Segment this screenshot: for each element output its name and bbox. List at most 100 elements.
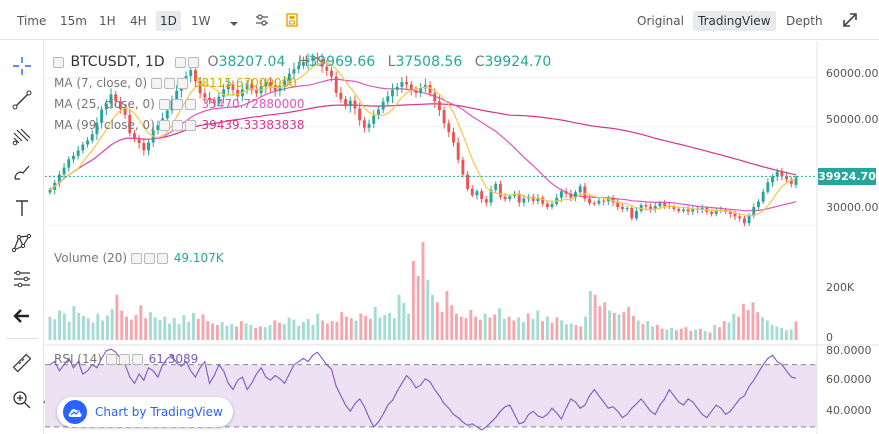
candle-body [635,210,638,219]
candle-body [57,174,61,183]
collapse-legend-icon[interactable] [53,56,64,68]
candle-body [367,123,371,128]
trend-line-icon[interactable] [6,86,38,114]
symbol-eye-icon[interactable] [175,56,187,68]
volume-eye-icon[interactable] [130,253,142,264]
candle [254,85,258,98]
candle [466,171,470,192]
back-arrow-icon[interactable] [6,302,38,330]
candle [494,181,498,194]
pane-separators [45,41,879,434]
candle [597,197,601,206]
pattern-tool-icon[interactable] [6,229,38,257]
timeframe-dropdown-icon[interactable] [229,14,239,33]
timeframe-1d[interactable]: 1D [156,11,181,31]
candle [714,207,718,217]
candle-body [611,197,615,203]
view-original-button[interactable]: Original [637,14,684,28]
candle [742,215,746,227]
volume-bar [655,324,659,340]
candle [208,92,211,105]
candle [588,194,592,206]
view-depth-button[interactable]: Depth [786,14,823,28]
ma7-eye-icon[interactable] [151,78,163,89]
candle-body [254,90,258,94]
symbol-settings-icon[interactable] [188,56,200,68]
timeframe-1h[interactable]: 1H [99,14,116,28]
candle-body [630,208,634,219]
ma25-close-icon[interactable] [184,99,196,110]
volume-bar [397,294,401,340]
text-tool-icon[interactable] [6,194,38,222]
ma99-path [49,103,797,191]
indicator-settings-icon[interactable] [254,12,270,32]
candle [719,206,723,214]
timeframe-time[interactable]: Time [17,14,47,28]
timeframe-1w[interactable]: 1W [191,14,211,28]
ma7-settings-icon[interactable] [164,78,176,89]
volume-bar [579,326,583,340]
brush-icon[interactable] [6,158,38,186]
candle [555,193,559,207]
prediction-tool-icon[interactable] [6,265,38,293]
candle [728,209,732,218]
volume-bar [593,294,597,340]
volume-close-icon[interactable] [156,253,168,264]
candle-body [156,125,160,131]
ma7-close-icon[interactable] [177,78,189,89]
volume-bar [531,318,535,340]
volume-bar [416,275,420,340]
volume-settings-icon[interactable] [143,253,155,264]
candle-body [456,142,460,160]
timeframe-4h[interactable]: 4H [130,14,147,28]
volume-bar [641,324,645,340]
volume-bar [225,325,229,340]
candle-body [334,76,338,93]
rsi-tick-40: 40.0000 [826,404,872,417]
candle-body [541,197,545,204]
candle [81,141,85,154]
view-tradingview-button[interactable]: TradingView [693,11,776,31]
ma99-eye-icon[interactable] [158,120,170,131]
volume-bar [105,315,109,340]
ma25-settings-icon[interactable] [171,99,183,110]
zoom-in-icon[interactable] [6,386,38,414]
fib-tool-icon[interactable] [6,122,38,150]
candle [785,171,789,184]
candle [156,120,160,135]
volume-bar [321,320,325,340]
timeframe-15m[interactable]: 15m [60,14,87,28]
ma99-close-icon[interactable] [184,120,196,131]
chart-canvas[interactable] [45,41,879,434]
ma25-eye-icon[interactable] [158,99,170,110]
ma99-settings-icon[interactable] [171,120,183,131]
tradingview-branding[interactable]: Chart by TradingView [57,397,233,427]
rsi-settings-icon[interactable] [118,354,130,365]
volume-bar [493,314,497,340]
crosshair-icon[interactable] [6,52,38,80]
volume-bar [340,312,344,340]
rsi-eye-icon[interactable] [105,354,117,365]
candle-body [470,188,474,196]
candle-body [733,213,737,217]
volume-bar [560,320,564,340]
candle [686,205,690,216]
volume-bar [402,303,406,340]
drawing-toolbar [0,40,49,434]
volume-bar [72,306,76,340]
rsi-close-icon[interactable] [131,354,143,365]
candle [470,185,474,198]
candle-body [489,189,493,203]
fullscreen-icon[interactable] [841,11,859,33]
candle [550,200,554,210]
candle-body [100,109,104,123]
candle [484,195,488,207]
save-layout-icon[interactable] [284,12,300,32]
volume-bar [182,315,186,340]
volume-bar [603,302,607,340]
candle [766,178,770,194]
volume-legend: Volume (20) 49.107K [54,251,224,265]
candle [789,176,793,188]
candle [339,87,343,103]
ruler-icon[interactable] [6,349,38,377]
